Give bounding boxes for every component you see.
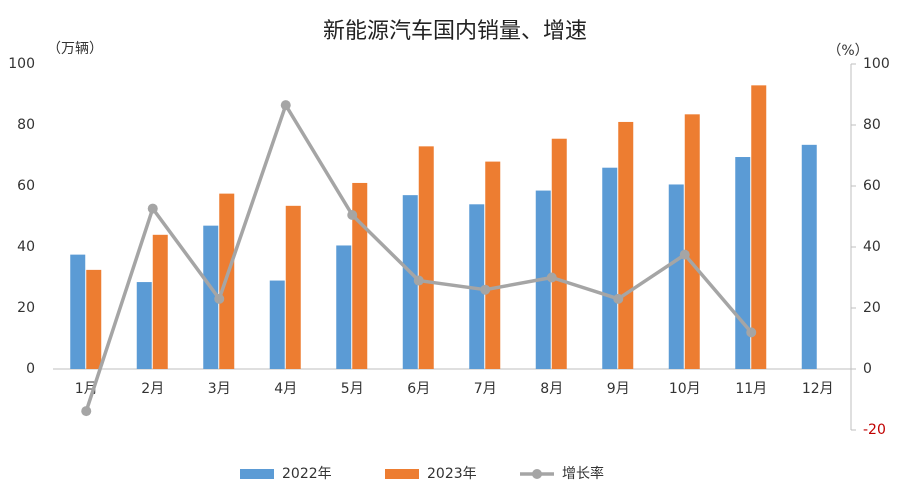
bar bbox=[602, 167, 618, 369]
line-marker bbox=[147, 203, 158, 214]
bar bbox=[336, 245, 352, 369]
y2-tick-label: 80 bbox=[863, 117, 881, 133]
bar bbox=[618, 121, 634, 369]
y-tick-label: 0 bbox=[26, 361, 35, 377]
line-marker bbox=[679, 249, 690, 260]
bar bbox=[735, 157, 751, 369]
bar bbox=[551, 138, 567, 369]
bar bbox=[469, 204, 485, 369]
line-marker bbox=[214, 293, 225, 304]
x-tick-label: 11月 bbox=[735, 381, 767, 397]
x-tick-label: 6月 bbox=[407, 381, 430, 397]
bar bbox=[751, 85, 767, 369]
y-tick-label: 20 bbox=[17, 300, 35, 316]
x-tick-label: 7月 bbox=[474, 381, 497, 397]
legend-label: 2023年 bbox=[427, 466, 477, 482]
x-tick-label: 4月 bbox=[274, 381, 297, 397]
y2-tick-label: 100 bbox=[863, 56, 890, 72]
bar bbox=[269, 280, 285, 369]
x-tick-label: 3月 bbox=[208, 381, 231, 397]
legend-swatch bbox=[532, 469, 542, 479]
bar bbox=[70, 254, 86, 369]
x-tick-label: 9月 bbox=[607, 381, 630, 397]
line-marker bbox=[746, 327, 757, 338]
bar bbox=[285, 205, 301, 369]
y-tick-label: 40 bbox=[17, 239, 35, 255]
x-tick-label: 2月 bbox=[141, 381, 164, 397]
y-tick-label: 100 bbox=[8, 56, 35, 72]
y-tick-label: 80 bbox=[17, 117, 35, 133]
y-axis-label: （万辆） bbox=[47, 41, 103, 57]
chart-title: 新能源汽车国内销量、增速 bbox=[323, 19, 587, 44]
legend-swatch bbox=[385, 469, 419, 479]
line-marker bbox=[81, 406, 92, 417]
bar bbox=[152, 234, 168, 369]
legend-swatch bbox=[240, 469, 274, 479]
y-tick-label: 60 bbox=[17, 178, 35, 194]
bar bbox=[86, 269, 102, 369]
bar bbox=[668, 184, 684, 369]
bar bbox=[485, 161, 501, 369]
legend-label: 2022年 bbox=[282, 466, 332, 482]
line-marker bbox=[280, 100, 291, 111]
line-marker bbox=[347, 209, 358, 220]
bar bbox=[684, 114, 700, 369]
bar bbox=[402, 195, 418, 369]
x-tick-label: 5月 bbox=[341, 381, 364, 397]
y2-tick-label: 40 bbox=[863, 239, 881, 255]
y2-tick-label: 60 bbox=[863, 178, 881, 194]
x-tick-label: 8月 bbox=[540, 381, 563, 397]
y2-tick-label: 20 bbox=[863, 300, 881, 316]
line-marker bbox=[413, 275, 424, 286]
y2-tick-label: -20 bbox=[863, 422, 886, 438]
bar bbox=[203, 225, 219, 369]
line-marker bbox=[613, 293, 624, 304]
bar bbox=[801, 144, 817, 369]
bar bbox=[136, 282, 152, 369]
y2-tick-label: 0 bbox=[863, 361, 872, 377]
bar bbox=[418, 146, 434, 369]
bar bbox=[352, 182, 368, 369]
legend-label: 增长率 bbox=[562, 465, 604, 482]
y2-axis-label: （%） bbox=[827, 43, 868, 59]
line-marker bbox=[480, 284, 491, 295]
x-tick-label: 10月 bbox=[669, 381, 701, 397]
x-tick-label: 12月 bbox=[802, 381, 834, 397]
line-marker bbox=[546, 272, 557, 283]
